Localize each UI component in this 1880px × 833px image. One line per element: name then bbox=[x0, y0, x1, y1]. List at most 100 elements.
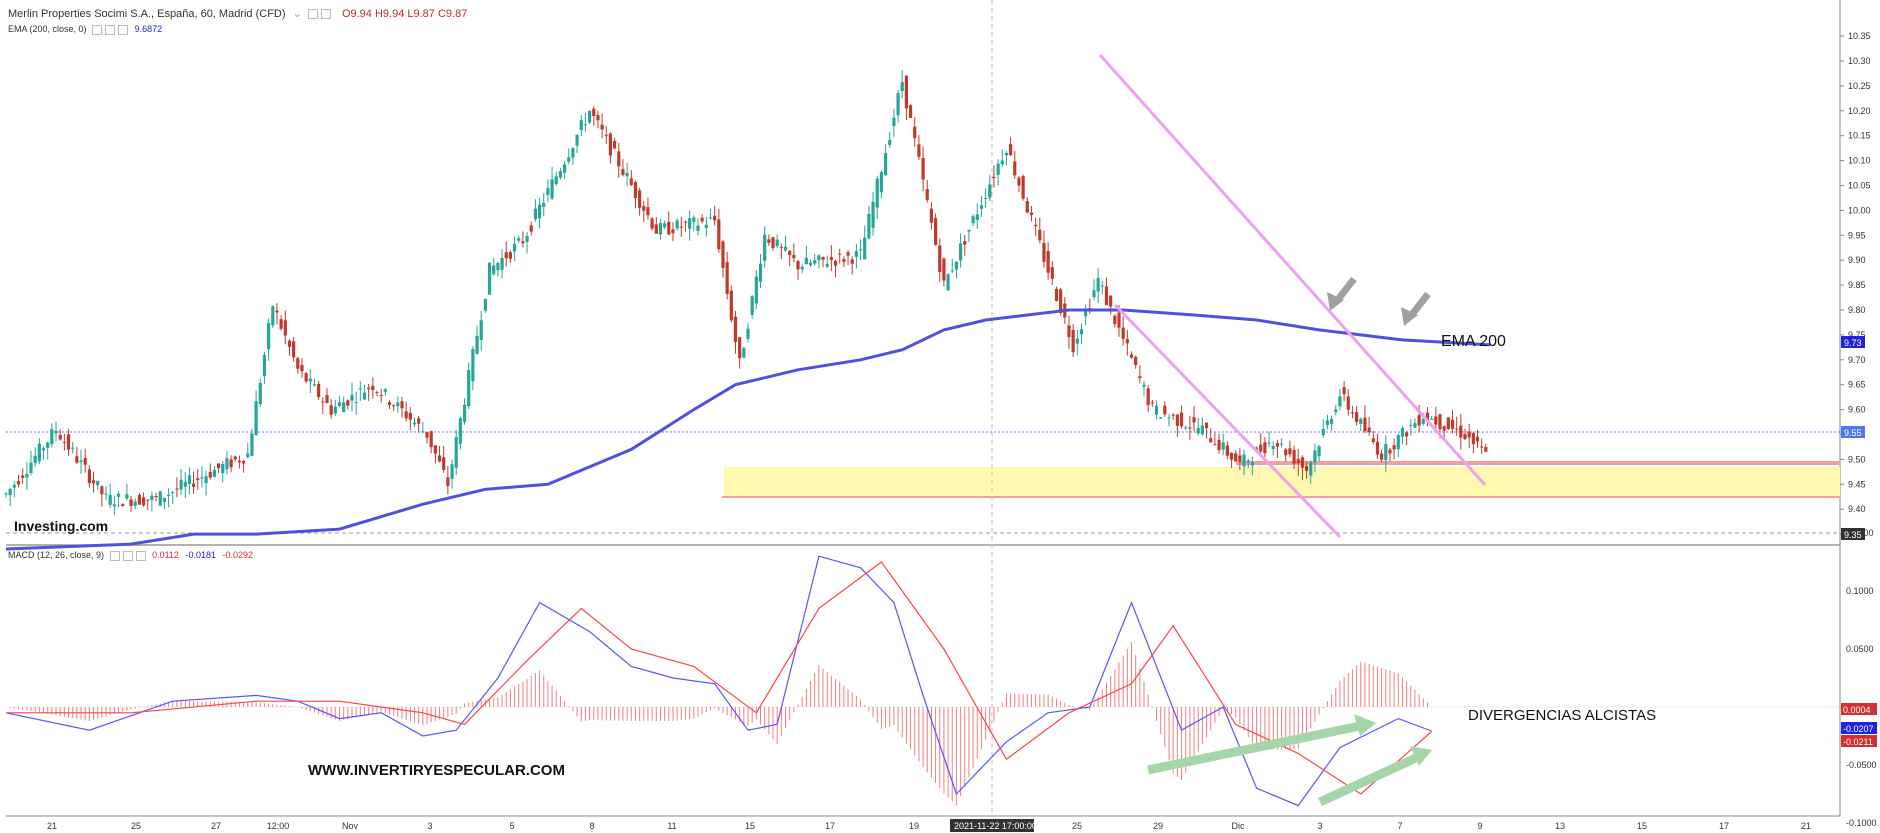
candle-body bbox=[517, 238, 521, 241]
candle-body bbox=[542, 202, 546, 207]
candle-body bbox=[267, 323, 271, 350]
signal-line bbox=[6, 561, 1432, 795]
time-tick-label: 3 bbox=[1317, 821, 1322, 831]
candle-body bbox=[650, 218, 654, 229]
candle-body bbox=[1159, 417, 1163, 419]
candle-body bbox=[933, 218, 938, 245]
candle-body bbox=[988, 184, 992, 198]
candle-body bbox=[275, 310, 279, 313]
eye-icon[interactable] bbox=[109, 550, 120, 561]
candle-body bbox=[279, 319, 283, 329]
candle-body bbox=[1021, 175, 1025, 199]
chart-title-row: Merlin Properties Socimi S.A., España, 6… bbox=[8, 7, 467, 20]
time-axis[interactable]: 21 25 27 12:00 Nov 3 5 8 11 15 17 19 25 29 Dic 3 7 9 13 15 1… bbox=[47, 821, 1811, 831]
candle-body bbox=[258, 383, 262, 405]
price-tick-label: 10.25 bbox=[1848, 81, 1871, 91]
candle-body bbox=[521, 241, 525, 244]
candle-body bbox=[567, 157, 571, 162]
price-tick-label: 9.45 bbox=[1848, 479, 1866, 489]
time-tick-label: 7 bbox=[1397, 821, 1402, 831]
candle-body bbox=[1229, 452, 1234, 460]
candle-body bbox=[300, 364, 304, 372]
candle-body bbox=[613, 141, 617, 149]
eye-icon[interactable] bbox=[92, 24, 103, 35]
macd-legend-value-2: -0.0181 bbox=[185, 550, 216, 560]
close-icon[interactable] bbox=[135, 550, 146, 561]
candle-body bbox=[562, 164, 567, 173]
macd-legend-value-3: -0.0292 bbox=[222, 550, 254, 560]
candle-body bbox=[537, 204, 542, 219]
candle-body bbox=[221, 464, 225, 474]
candle-body bbox=[1125, 339, 1129, 344]
candle-body bbox=[62, 442, 66, 444]
candle-body bbox=[842, 259, 846, 262]
candle-body bbox=[183, 481, 187, 487]
candle-body bbox=[16, 481, 21, 485]
candle-body bbox=[796, 261, 800, 270]
candle-body bbox=[46, 442, 50, 448]
candle-body bbox=[571, 148, 575, 158]
candle-body bbox=[54, 430, 58, 434]
gray-arrow-2 bbox=[1401, 291, 1431, 326]
candle-body bbox=[921, 157, 925, 180]
candle-body bbox=[938, 245, 942, 272]
candle-body bbox=[1371, 438, 1375, 443]
candle-body bbox=[1384, 444, 1388, 461]
price-panel[interactable] bbox=[6, 0, 1840, 543]
candle-body bbox=[1109, 295, 1113, 307]
candle-body bbox=[179, 479, 183, 490]
candle-body bbox=[446, 477, 450, 486]
candle-body bbox=[1392, 445, 1396, 450]
candle-body bbox=[100, 486, 104, 495]
candle-body bbox=[1346, 396, 1350, 410]
candle-body bbox=[1409, 425, 1413, 427]
website-annotation: WWW.INVERTIRYESPECULAR.COM bbox=[308, 762, 565, 779]
candle-body bbox=[400, 401, 404, 409]
candle-body bbox=[442, 457, 446, 470]
candle-body bbox=[892, 117, 896, 127]
candle-body bbox=[1154, 405, 1159, 415]
candle-body bbox=[529, 225, 533, 232]
candle-body bbox=[1100, 285, 1104, 287]
settings-icon[interactable] bbox=[307, 9, 318, 20]
macd-panel[interactable] bbox=[6, 546, 1840, 816]
settings-icon[interactable] bbox=[105, 24, 116, 35]
price-tick-label: 10.05 bbox=[1848, 181, 1871, 191]
candle-body bbox=[371, 385, 375, 391]
candle-body bbox=[375, 391, 379, 393]
svg-text:2021-11-22 17:00:00: 2021-11-22 17:00:00 bbox=[954, 821, 1037, 831]
candle-body bbox=[1046, 251, 1050, 273]
chevron-down-icon[interactable]: ⌄ bbox=[292, 8, 302, 20]
price-axis[interactable]: 10.35 10.30 10.25 10.20 10.15 10.10 10.05 10.00… bbox=[1840, 31, 1871, 539]
candle-body bbox=[600, 124, 604, 130]
candle-body bbox=[387, 402, 392, 405]
price-tick-label: 10.20 bbox=[1848, 106, 1871, 116]
close-icon[interactable] bbox=[320, 9, 331, 20]
candle-body bbox=[1025, 201, 1029, 213]
candle-body bbox=[1221, 442, 1225, 450]
candle-body bbox=[1455, 428, 1459, 430]
ema-legend-label: EMA (200, close, 0) bbox=[8, 24, 87, 34]
candle-body bbox=[204, 476, 208, 484]
candle-body bbox=[863, 237, 867, 260]
divergence-arrow-1 bbox=[1147, 714, 1376, 775]
candle-body bbox=[733, 316, 738, 343]
candle-body bbox=[242, 460, 246, 464]
candle-body bbox=[683, 221, 688, 223]
settings-icon[interactable] bbox=[122, 550, 133, 561]
close-icon[interactable] bbox=[118, 24, 129, 35]
candle-body bbox=[975, 214, 979, 220]
candle-body bbox=[963, 241, 967, 245]
time-tick-label: 21 bbox=[47, 821, 57, 831]
svg-text:9.55: 9.55 bbox=[1844, 428, 1862, 438]
candle-body bbox=[208, 471, 212, 478]
candle-body bbox=[1079, 329, 1084, 335]
signal-value-badge: -0.0211 bbox=[1841, 735, 1877, 747]
candle-body bbox=[917, 144, 921, 157]
divergence-arrow-2 bbox=[1318, 746, 1432, 807]
candle-body bbox=[1275, 443, 1280, 447]
candle-body bbox=[754, 276, 758, 304]
price-tick-label: 9.85 bbox=[1848, 280, 1866, 290]
